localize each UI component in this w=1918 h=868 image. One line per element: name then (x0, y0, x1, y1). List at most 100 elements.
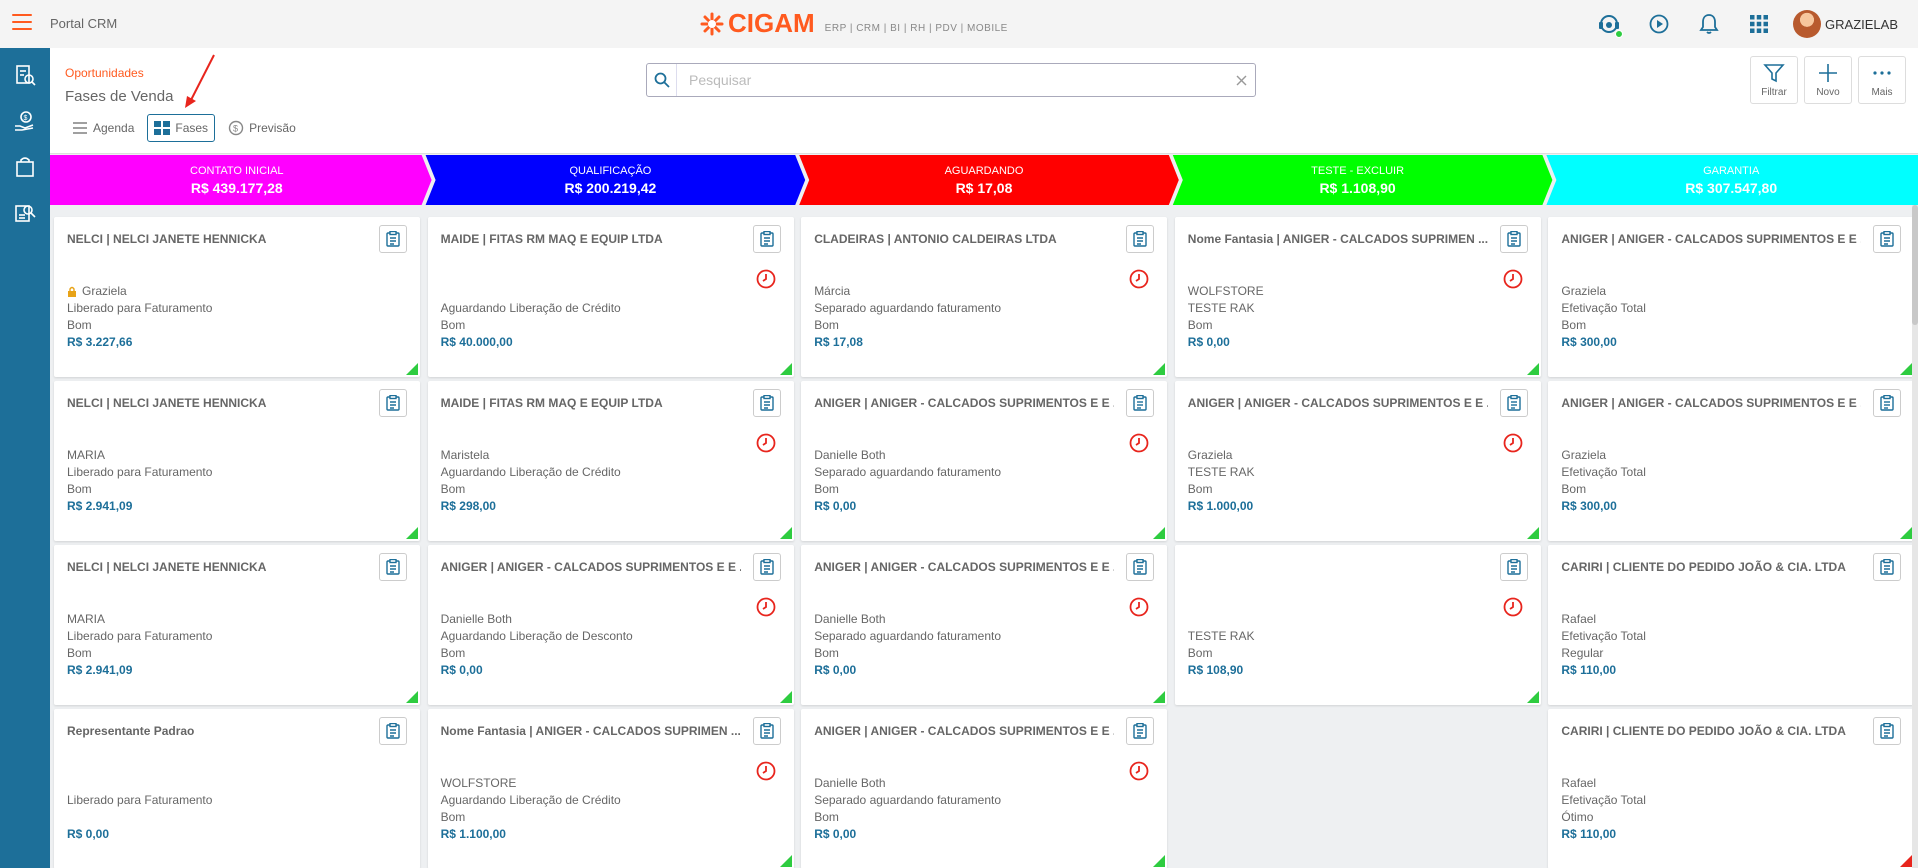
filter-button[interactable]: Filtrar (1750, 56, 1798, 104)
card-details-button[interactable] (1873, 389, 1902, 417)
card-details-button[interactable] (752, 553, 781, 581)
phase-header[interactable]: QUALIFICAÇÃO R$ 200.219,42 (424, 155, 798, 205)
opportunity-card[interactable]: CARIRI | CLIENTE DO PEDIDO JOÃO & CIA. L… (1548, 709, 1915, 868)
card-line: Separado aguardando faturamento (814, 300, 1001, 317)
card-line-text: Bom (1187, 318, 1213, 332)
support-agent-icon[interactable] (1593, 8, 1625, 40)
card-line-text: Bom (1561, 318, 1587, 332)
scrollbar-thumb[interactable] (1912, 205, 1918, 325)
filter-icon (1763, 64, 1785, 83)
opportunity-card[interactable]: ANIGER | ANIGER - CALCADOS SUPRIMENTOS E… (427, 545, 794, 705)
card-details-button[interactable] (752, 717, 781, 745)
apps-grid-icon[interactable] (1743, 8, 1775, 40)
card-value: R$ 17,08 (814, 335, 863, 349)
scrollbar-track[interactable] (1912, 205, 1918, 868)
card-details-button[interactable] (1126, 717, 1155, 745)
top-bar: Portal CRM CIGAM ERP | CRM | BI | RH | P… (0, 0, 1918, 48)
username[interactable]: GRAZIELAB (1825, 16, 1898, 32)
opportunity-card[interactable]: NELCI | NELCI JANETE HENNICKA MARIA Liber… (54, 381, 420, 541)
card-details-button[interactable] (1499, 389, 1528, 417)
phase-header[interactable]: TESTE - EXCLUIR R$ 1.108,90 (1171, 155, 1545, 205)
opportunity-card[interactable]: MAIDE | FITAS RM MAQ E EQUIP LTDA Marist… (427, 381, 794, 541)
card-title: ANIGER | ANIGER - CALCADOS SUPRIMENTOS E… (1561, 232, 1862, 246)
card-line: Bom (1561, 481, 1646, 498)
sidebar-item-shopping[interactable] (0, 146, 50, 188)
bell-icon[interactable] (1693, 8, 1725, 40)
card-details-button[interactable] (1126, 389, 1155, 417)
card-line-text: Liberado para Faturamento (67, 793, 213, 807)
card-details-button[interactable] (379, 225, 407, 253)
plus-icon (1819, 64, 1837, 82)
clipboard-icon (1507, 231, 1521, 247)
avatar[interactable] (1793, 10, 1822, 38)
card-line-text: WOLFSTORE (440, 776, 517, 790)
card-title: Representante Padrao (67, 724, 195, 738)
opportunity-card[interactable]: NELCI | NELCI JANETE HENNICKA MARIA Liber… (54, 545, 420, 705)
sidebar-item-finance[interactable]: $ (0, 100, 50, 142)
card-line: Aguardando Liberação de Crédito (441, 464, 621, 481)
card-value: R$ 3.227,66 (67, 335, 133, 349)
phase-header[interactable]: AGUARDANDO R$ 17,08 (797, 155, 1171, 205)
opportunity-card[interactable]: CLADEIRAS | ANTONIO CALDEIRAS LTDA Márci… (801, 217, 1168, 377)
new-button[interactable]: Novo (1804, 56, 1852, 104)
card-line: Aguardando Liberação de Desconto (441, 628, 633, 645)
more-button[interactable]: Mais (1858, 56, 1906, 104)
clipboard-icon (1507, 559, 1521, 575)
card-value: R$ 0,00 (67, 827, 110, 841)
card-details-button[interactable] (379, 389, 407, 417)
phase-header[interactable]: CONTATO INICIAL R$ 439.177,28 (50, 155, 424, 205)
opportunity-card[interactable]: NELCI | NELCI JANETE HENNICKA Graziela Li… (54, 217, 420, 377)
card-details-button[interactable] (1499, 553, 1528, 581)
opportunity-card[interactable]: TESTE RAK Bom R$ 108,90 (1174, 545, 1541, 705)
card-details-button[interactable] (1873, 717, 1902, 745)
card-line (441, 283, 621, 300)
phase-header[interactable]: GARANTIA R$ 307.547,80 (1544, 155, 1918, 205)
card-details-button[interactable] (752, 225, 781, 253)
search-input[interactable] (677, 65, 1227, 95)
tab-agenda[interactable]: Agenda (65, 114, 142, 142)
tab-previsao[interactable]: $ Previsão (221, 114, 303, 142)
card-line: Danielle Both (441, 611, 633, 628)
opportunity-card[interactable]: ANIGER | ANIGER - CALCADOS SUPRIMENTOS E… (1174, 381, 1541, 541)
card-details-button[interactable] (1499, 225, 1528, 253)
card-line: Danielle Both (814, 611, 1001, 628)
hamburger-menu-icon[interactable] (12, 14, 32, 32)
card-value: R$ 0,00 (814, 827, 857, 841)
card-details: WOLFSTORE Aguardando Liberação de Crédito… (441, 775, 621, 843)
card-details-button[interactable] (1126, 225, 1155, 253)
clipboard-icon (1133, 559, 1147, 575)
card-details-button[interactable] (379, 553, 407, 581)
card-details-button[interactable] (752, 389, 781, 417)
status-corner (779, 527, 792, 539)
card-title: ANIGER | ANIGER - CALCADOS SUPRIMENTOS E… (1561, 396, 1862, 410)
opportunity-card[interactable]: ANIGER | ANIGER - CALCADOS SUPRIMENTOS E… (801, 545, 1168, 705)
opportunity-card[interactable]: Nome Fantasia | ANIGER - CALCADOS SUPRIM… (427, 709, 794, 868)
card-details: Márcia Separado aguardando faturamento Bom… (814, 283, 1001, 351)
opportunity-card[interactable]: MAIDE | FITAS RM MAQ E EQUIP LTDA Aguard… (427, 217, 794, 377)
clipboard-icon (386, 559, 400, 575)
status-corner (1153, 363, 1166, 375)
breadcrumb[interactable]: Oportunidades (65, 66, 144, 80)
opportunity-card[interactable]: Representante Padrao Liberado para Fatur… (54, 709, 420, 868)
opportunity-card[interactable]: Nome Fantasia | ANIGER - CALCADOS SUPRIM… (1174, 217, 1541, 377)
opportunity-card[interactable]: CARIRI | CLIENTE DO PEDIDO JOÃO & CIA. L… (1548, 545, 1915, 705)
sidebar-item-search-doc[interactable] (0, 192, 50, 234)
clear-search-icon[interactable] (1227, 65, 1255, 95)
opportunity-card[interactable]: ANIGER | ANIGER - CALCADOS SUPRIMENTOS E… (1548, 381, 1915, 541)
card-details-button[interactable] (1126, 553, 1155, 581)
play-icon[interactable] (1643, 8, 1675, 40)
card-details-button[interactable] (1873, 553, 1902, 581)
tab-fases[interactable]: Fases (147, 114, 216, 142)
card-details-button[interactable] (1873, 225, 1902, 253)
opportunity-card[interactable]: ANIGER | ANIGER - CALCADOS SUPRIMENTOS E… (801, 709, 1168, 868)
card-line: Bom (1188, 481, 1255, 498)
opportunity-card[interactable]: ANIGER | ANIGER - CALCADOS SUPRIMENTOS E… (801, 381, 1168, 541)
clipboard-icon (1880, 231, 1895, 247)
opportunity-card[interactable]: ANIGER | ANIGER - CALCADOS SUPRIMENTOS E… (1548, 217, 1915, 377)
status-corner (1900, 363, 1913, 375)
status-corner (1900, 527, 1913, 539)
sidebar-item-reports[interactable] (0, 54, 50, 96)
card-line: Separado aguardando faturamento (814, 628, 1001, 645)
card-details-button[interactable] (379, 717, 407, 745)
search-icon[interactable] (647, 64, 677, 96)
